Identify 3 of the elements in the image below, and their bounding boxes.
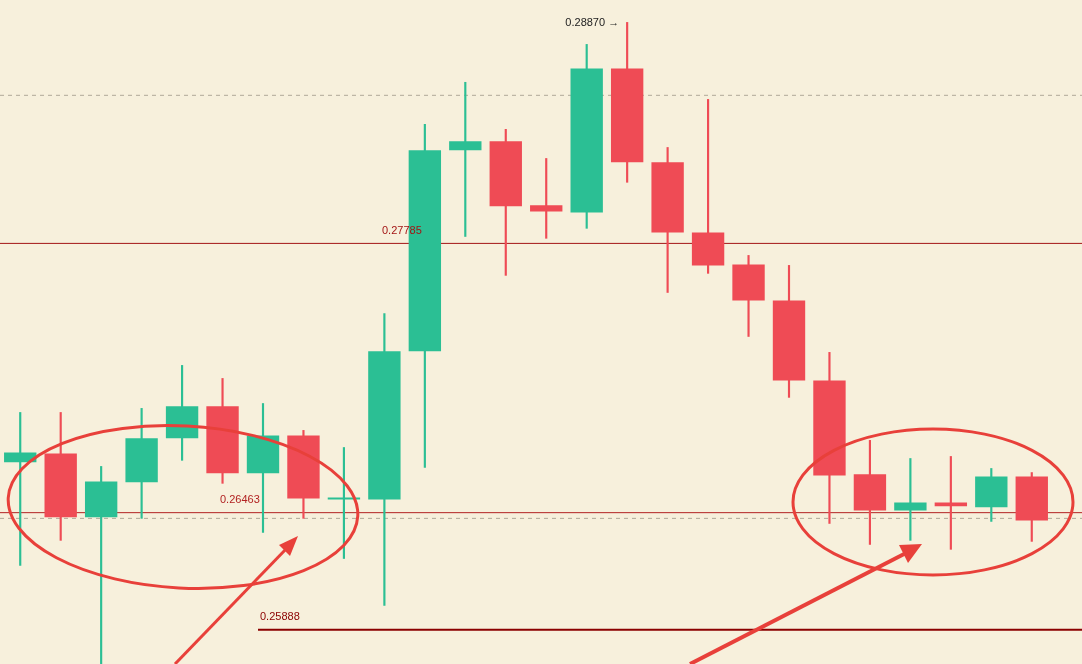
ref-line-label: 0.25888: [260, 610, 300, 623]
annotation: 0.28870 →: [565, 15, 620, 28]
ref-line-label: 0.26463: [220, 493, 260, 506]
